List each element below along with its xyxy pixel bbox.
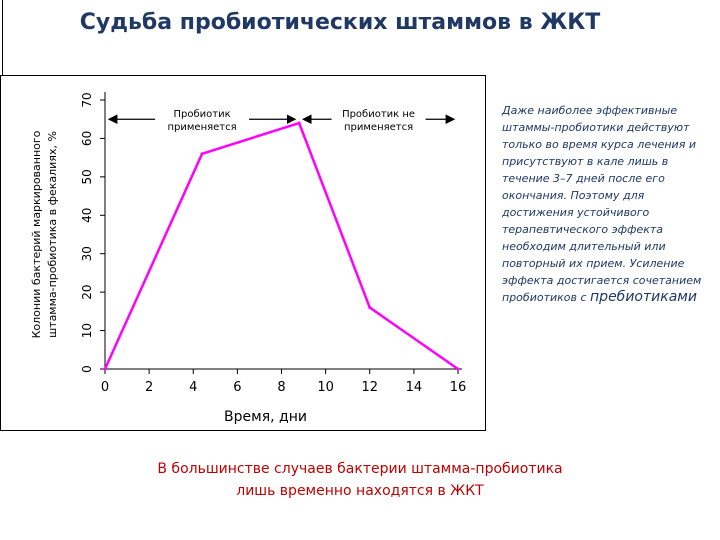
side-note-emphasis: пребиотиками — [590, 289, 697, 305]
x-tick-label: 12 — [361, 380, 378, 395]
series-point — [368, 306, 372, 310]
y-tick-label: 50 — [80, 169, 94, 184]
caption: В большинстве случаев бактерии штамма-пр… — [110, 458, 610, 502]
x-tick-label: 16 — [450, 380, 467, 395]
x-tick-label: 2 — [145, 380, 153, 395]
series-point — [456, 367, 460, 371]
annotation-background — [155, 105, 250, 136]
y-tick-label: 10 — [80, 323, 94, 338]
side-note: Даже наиболее эффективные штаммы-пробиот… — [502, 102, 714, 306]
side-note-text: Даже наиболее эффективные штаммы-пробиот… — [502, 104, 702, 304]
annotation-label-line-1: Пробиотик не — [342, 109, 415, 120]
page-title: Судьба пробиотических штаммов в ЖКТ — [79, 10, 601, 35]
x-tick-label: 10 — [317, 380, 334, 395]
annotation-label-line-2: применяется — [344, 122, 413, 133]
y-tick-label: 40 — [80, 208, 94, 223]
y-tick-label: 30 — [80, 246, 94, 261]
y-axis-label-line-1: Колонии бактерий маркированного — [30, 130, 43, 338]
x-tick-label: 6 — [233, 380, 241, 395]
y-axis-label-line-2: штамма-пробиотика в фекалиях, % — [46, 131, 59, 338]
series-line — [103, 121, 459, 371]
y-tick-label: 70 — [80, 92, 94, 107]
x-tick-label: 0 — [101, 380, 109, 395]
x-axis-label: Время, дни — [224, 409, 307, 425]
caption-line-1: В большинстве случаев бактерии штамма-пр… — [157, 461, 563, 477]
chart-frame — [0, 75, 486, 431]
x-tick-label: 8 — [277, 380, 285, 395]
frame-left-line — [2, 0, 3, 75]
y-tick-label: 20 — [80, 285, 94, 300]
series-point — [103, 367, 107, 371]
x-tick-label: 14 — [406, 380, 423, 395]
series-point — [297, 121, 301, 125]
series-point — [200, 152, 204, 156]
annotation-label-line-1: Пробиотик — [174, 109, 231, 120]
y-tick-label: 60 — [80, 131, 94, 146]
y-tick-label: 0 — [80, 365, 94, 373]
annotation-label-line-2: применяется — [168, 122, 237, 133]
x-tick-label: 4 — [189, 380, 197, 395]
annotation-background — [331, 105, 426, 136]
caption-line-2: лишь временно находятся в ЖКТ — [236, 483, 484, 499]
